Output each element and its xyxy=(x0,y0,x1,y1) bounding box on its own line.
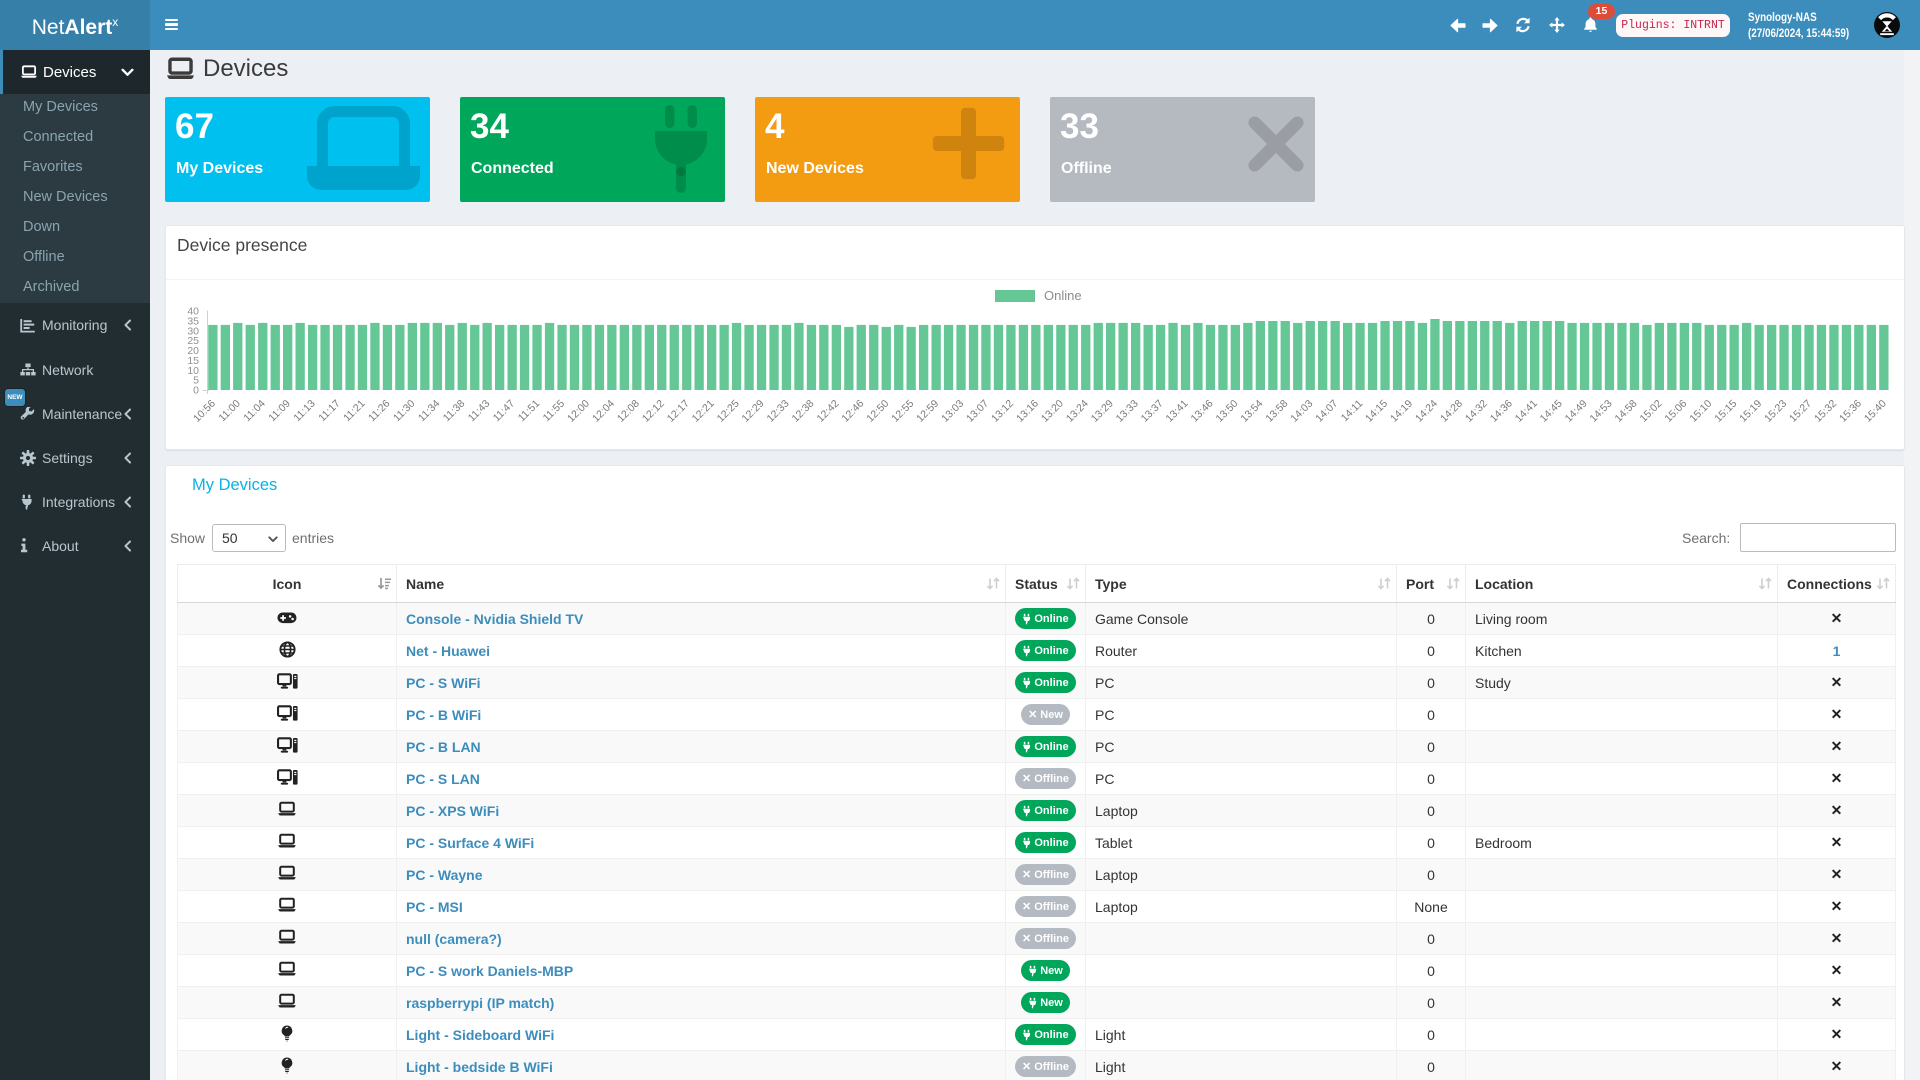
svg-text:14:24: 14:24 xyxy=(1413,398,1440,425)
svg-text:10:56: 10:56 xyxy=(191,398,218,425)
svg-text:12:00: 12:00 xyxy=(565,398,592,425)
svg-text:13:20: 13:20 xyxy=(1039,398,1066,425)
svg-text:14:45: 14:45 xyxy=(1538,398,1565,425)
svg-text:13:46: 13:46 xyxy=(1189,398,1216,425)
svg-text:11:13: 11:13 xyxy=(291,398,318,425)
svg-text:11:26: 11:26 xyxy=(366,398,393,425)
svg-text:13:16: 13:16 xyxy=(1014,398,1041,425)
svg-text:11:34: 11:34 xyxy=(416,398,443,425)
svg-text:13:37: 13:37 xyxy=(1139,398,1166,425)
svg-text:14:36: 14:36 xyxy=(1488,398,1515,425)
svg-text:11:04: 11:04 xyxy=(241,398,268,425)
svg-text:13:03: 13:03 xyxy=(939,398,966,425)
svg-text:15:36: 15:36 xyxy=(1837,398,1864,425)
svg-text:11:17: 11:17 xyxy=(316,398,343,425)
svg-text:14:03: 14:03 xyxy=(1288,398,1315,425)
svg-text:11:30: 11:30 xyxy=(391,398,418,425)
svg-text:14:32: 14:32 xyxy=(1463,398,1490,425)
svg-text:12:42: 12:42 xyxy=(814,398,841,425)
svg-text:14:49: 14:49 xyxy=(1563,398,1590,425)
svg-text:12:17: 12:17 xyxy=(665,398,692,425)
svg-text:13:33: 13:33 xyxy=(1114,398,1141,425)
svg-text:15:32: 15:32 xyxy=(1812,398,1839,425)
svg-text:15:10: 15:10 xyxy=(1687,398,1714,425)
svg-text:12:25: 12:25 xyxy=(715,398,742,425)
svg-text:13:54: 13:54 xyxy=(1238,398,1265,425)
svg-text:15:27: 15:27 xyxy=(1787,398,1814,425)
svg-text:15: 15 xyxy=(187,355,199,367)
svg-text:14:19: 14:19 xyxy=(1388,398,1415,425)
svg-text:12:08: 12:08 xyxy=(615,398,642,425)
svg-text:25: 25 xyxy=(187,335,199,347)
svg-text:12:21: 12:21 xyxy=(690,398,717,425)
svg-text:14:53: 14:53 xyxy=(1588,398,1615,425)
svg-text:15:40: 15:40 xyxy=(1862,398,1889,425)
svg-text:11:55: 11:55 xyxy=(541,398,568,425)
svg-text:13:07: 13:07 xyxy=(964,398,991,425)
svg-text:14:58: 14:58 xyxy=(1612,398,1639,425)
svg-text:13:12: 13:12 xyxy=(989,398,1016,425)
svg-text:12:04: 12:04 xyxy=(590,398,617,425)
svg-text:11:09: 11:09 xyxy=(266,398,293,425)
svg-text:11:43: 11:43 xyxy=(466,398,493,425)
svg-text:15:23: 15:23 xyxy=(1762,398,1789,425)
svg-text:13:24: 13:24 xyxy=(1064,398,1091,425)
svg-text:13:50: 13:50 xyxy=(1213,398,1240,425)
svg-text:15:02: 15:02 xyxy=(1637,398,1664,425)
svg-text:40: 40 xyxy=(187,306,199,318)
svg-text:11:51: 11:51 xyxy=(516,398,543,425)
svg-text:12:33: 12:33 xyxy=(765,398,792,425)
svg-text:12:50: 12:50 xyxy=(864,398,891,425)
svg-text:12:55: 12:55 xyxy=(889,398,916,425)
svg-text:13:41: 13:41 xyxy=(1164,398,1191,425)
svg-text:30: 30 xyxy=(187,325,199,337)
svg-text:14:11: 14:11 xyxy=(1339,398,1366,425)
svg-text:14:41: 14:41 xyxy=(1513,398,1540,425)
svg-text:0: 0 xyxy=(193,385,199,397)
svg-text:35: 35 xyxy=(187,316,199,328)
svg-text:12:12: 12:12 xyxy=(640,398,667,425)
svg-text:13:29: 13:29 xyxy=(1089,398,1116,425)
svg-text:14:15: 14:15 xyxy=(1363,398,1390,425)
svg-text:20: 20 xyxy=(187,345,199,357)
svg-text:14:07: 14:07 xyxy=(1313,398,1340,425)
svg-text:11:21: 11:21 xyxy=(341,398,368,425)
svg-text:15:15: 15:15 xyxy=(1712,398,1739,425)
svg-text:12:38: 12:38 xyxy=(789,398,816,425)
svg-text:12:29: 12:29 xyxy=(740,398,767,425)
svg-text:10: 10 xyxy=(187,365,199,377)
svg-text:15:06: 15:06 xyxy=(1662,398,1689,425)
svg-text:11:38: 11:38 xyxy=(441,398,468,425)
svg-text:13:58: 13:58 xyxy=(1263,398,1290,425)
svg-text:14:28: 14:28 xyxy=(1438,398,1465,425)
svg-text:12:59: 12:59 xyxy=(914,398,941,425)
svg-text:12:46: 12:46 xyxy=(839,398,866,425)
svg-text:11:00: 11:00 xyxy=(216,398,243,425)
svg-text:15:19: 15:19 xyxy=(1737,398,1764,425)
svg-text:11:47: 11:47 xyxy=(491,398,518,425)
svg-text:5: 5 xyxy=(193,375,199,387)
